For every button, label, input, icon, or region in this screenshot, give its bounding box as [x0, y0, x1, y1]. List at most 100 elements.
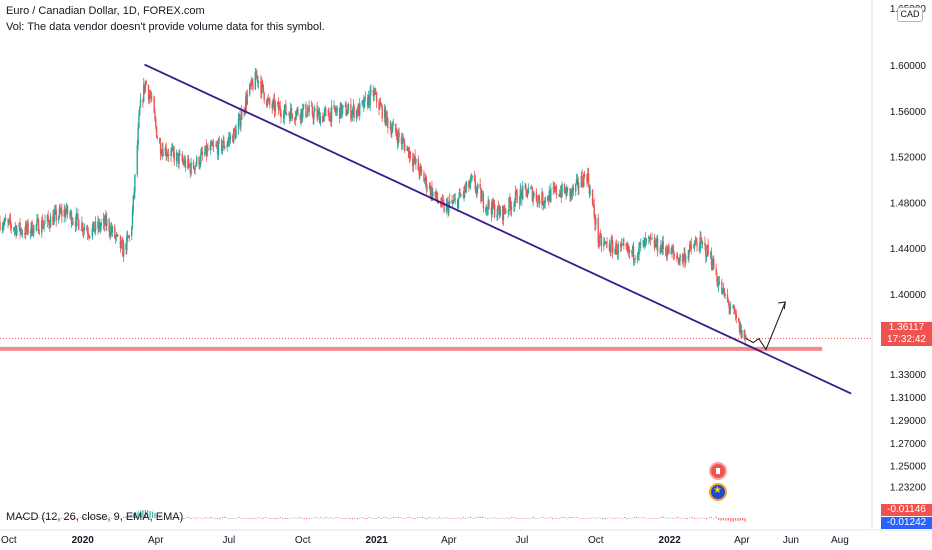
macd-bar [693, 518, 696, 519]
macd-bar [84, 517, 86, 518]
candle-body [204, 145, 207, 153]
candle-body [240, 110, 243, 120]
candle-body [570, 189, 572, 197]
candle-body [672, 250, 675, 254]
candle-body [237, 118, 240, 130]
canada-flag-icon[interactable] [709, 462, 727, 480]
candle-body [228, 137, 231, 140]
x-tick-label: Jul [222, 535, 235, 546]
candle-body [591, 190, 594, 205]
macd-bar [489, 518, 491, 519]
macd-bar [559, 518, 561, 519]
candle-body [546, 197, 549, 200]
y-tick-label: 1.29000 [890, 416, 927, 427]
candle-body [69, 211, 72, 216]
candle-body [558, 194, 561, 197]
candle-body [497, 205, 500, 210]
candle-body [616, 253, 619, 255]
candle-body [130, 227, 133, 236]
candle-body [24, 233, 26, 236]
candle-body [285, 113, 288, 115]
macd-bar [190, 518, 192, 519]
candle-body [327, 109, 330, 117]
candle-body [462, 195, 465, 197]
candle-body [610, 240, 612, 252]
candle-body [713, 259, 715, 269]
candle-body [207, 148, 209, 151]
trendline [144, 63, 852, 395]
candle-body [425, 176, 428, 190]
candle-body [116, 234, 118, 236]
macd-bar [737, 518, 739, 522]
candle-body [491, 199, 493, 215]
candle-body [121, 241, 123, 243]
candle-body [162, 149, 164, 156]
macd-bar [520, 518, 522, 519]
candle-body [447, 201, 449, 213]
candle-body [448, 203, 450, 213]
candle-body [463, 187, 465, 196]
macd-bar [725, 518, 727, 521]
candle-body [43, 223, 45, 226]
macd-bar [402, 518, 404, 519]
candle-body [212, 145, 214, 147]
candle-body [589, 190, 591, 195]
candle-body [717, 282, 720, 287]
macd-bar [274, 518, 277, 520]
candle-body [346, 114, 348, 116]
candle-body [115, 234, 118, 237]
candle-body [198, 156, 200, 166]
candle-body [592, 204, 595, 206]
candle-body [184, 160, 187, 169]
candle-body [149, 95, 151, 97]
currency-badge[interactable]: CAD [897, 7, 923, 22]
candle-body [418, 170, 420, 176]
candle-body [475, 189, 477, 193]
candle-body [718, 281, 721, 283]
macd-bar [703, 517, 705, 519]
macd-bar [351, 518, 354, 520]
candle-body [522, 186, 524, 200]
candle-body [77, 213, 79, 221]
candle-body [350, 114, 353, 119]
macd-bar [354, 517, 356, 519]
candle-body [296, 108, 298, 112]
macd-bar [503, 518, 505, 519]
candle-body [391, 129, 393, 135]
candle-body [74, 222, 77, 227]
macd-bar [575, 517, 578, 518]
candle-body [379, 103, 382, 106]
candle-body [531, 187, 534, 202]
macd-bar [525, 518, 527, 519]
candle-body [503, 206, 505, 212]
macd-bar [204, 517, 207, 518]
candle-body [599, 235, 602, 237]
macd-bar [718, 518, 720, 521]
candle-body [453, 199, 456, 201]
candle-body [0, 221, 1, 230]
candle-body [47, 215, 49, 221]
candle-body [611, 240, 613, 242]
candle-body [550, 188, 552, 202]
macd-bar [571, 516, 573, 518]
candle-body [537, 196, 539, 204]
candle-body [582, 184, 584, 187]
candle-body [509, 203, 512, 211]
candle-body [660, 245, 663, 251]
candle-body [257, 81, 260, 84]
candle-body [375, 92, 378, 103]
macd-bar [226, 517, 228, 519]
macd-bar [701, 517, 703, 519]
candle-body [548, 191, 550, 201]
candle-body [27, 222, 29, 234]
candle-body [487, 200, 489, 209]
candle-body [150, 96, 152, 98]
candle-body [488, 200, 490, 208]
candle-body [595, 217, 597, 225]
candle-body [451, 200, 453, 203]
euro-flag-icon[interactable] [709, 483, 727, 501]
candle-body [160, 154, 163, 156]
macd-bar [713, 518, 715, 519]
candle-body [88, 235, 90, 237]
